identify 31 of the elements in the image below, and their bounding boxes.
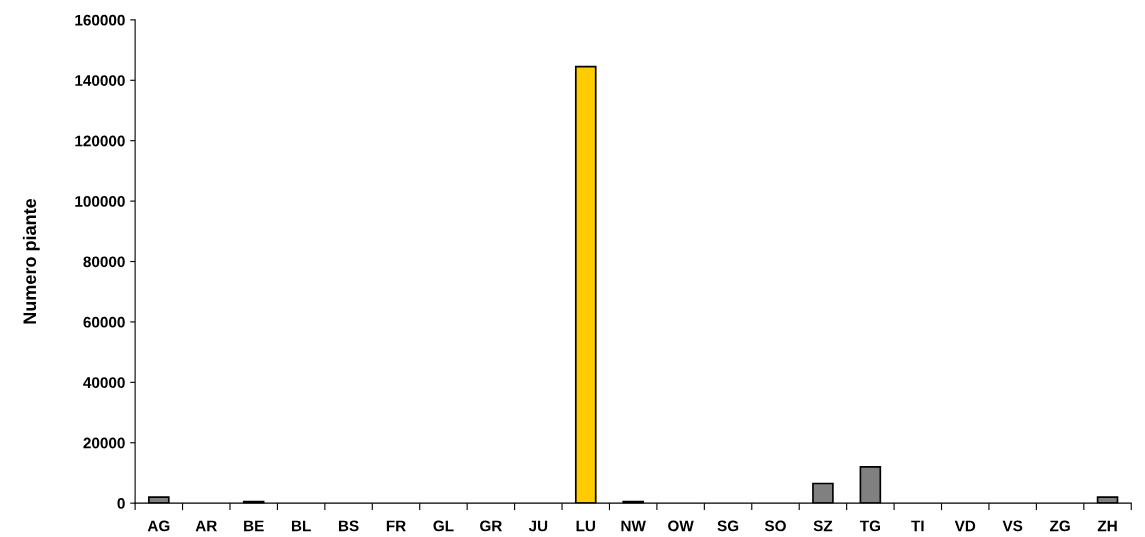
x-tick-label: AR bbox=[195, 520, 217, 532]
x-tick-label: BS bbox=[338, 520, 359, 532]
x-tick-label: LU bbox=[576, 520, 595, 532]
x-tick-label: FR bbox=[386, 520, 406, 532]
y-tick-label: 0 bbox=[117, 498, 125, 509]
y-tick-label: 80000 bbox=[83, 256, 125, 268]
x-tick-label: ZG bbox=[1049, 520, 1070, 532]
x-tick-label: TG bbox=[859, 520, 881, 532]
x-tick-label: OW bbox=[668, 520, 694, 532]
x-tick-label: SO bbox=[764, 520, 786, 532]
x-tick-label: TI bbox=[911, 520, 924, 532]
x-tick-label: ZH bbox=[1097, 520, 1117, 532]
x-tick-label: AG bbox=[147, 520, 170, 532]
x-tick-label: BL bbox=[291, 520, 311, 532]
x-tick-label: VS bbox=[1002, 520, 1023, 532]
x-tick-label: VD bbox=[954, 520, 976, 532]
y-tick-label: 160000 bbox=[75, 14, 125, 26]
y-tick-label: 40000 bbox=[83, 377, 125, 389]
y-tick-label: 20000 bbox=[83, 437, 125, 449]
y-tick-label: 100000 bbox=[75, 195, 125, 207]
y-axis-title: Numero piante bbox=[22, 198, 40, 324]
x-tick-label: GL bbox=[433, 520, 454, 532]
y-tick-label: 60000 bbox=[83, 316, 125, 328]
y-tick-label: 120000 bbox=[75, 135, 125, 147]
x-tick-label: SG bbox=[717, 520, 739, 532]
y-tick-label: 140000 bbox=[75, 75, 125, 86]
x-tick-label: JU bbox=[528, 520, 548, 532]
x-tick-label: GR bbox=[480, 520, 503, 532]
x-tick-label: NW bbox=[621, 520, 646, 532]
x-tick-label: BE bbox=[244, 520, 264, 532]
x-tick-label: SZ bbox=[813, 520, 833, 532]
